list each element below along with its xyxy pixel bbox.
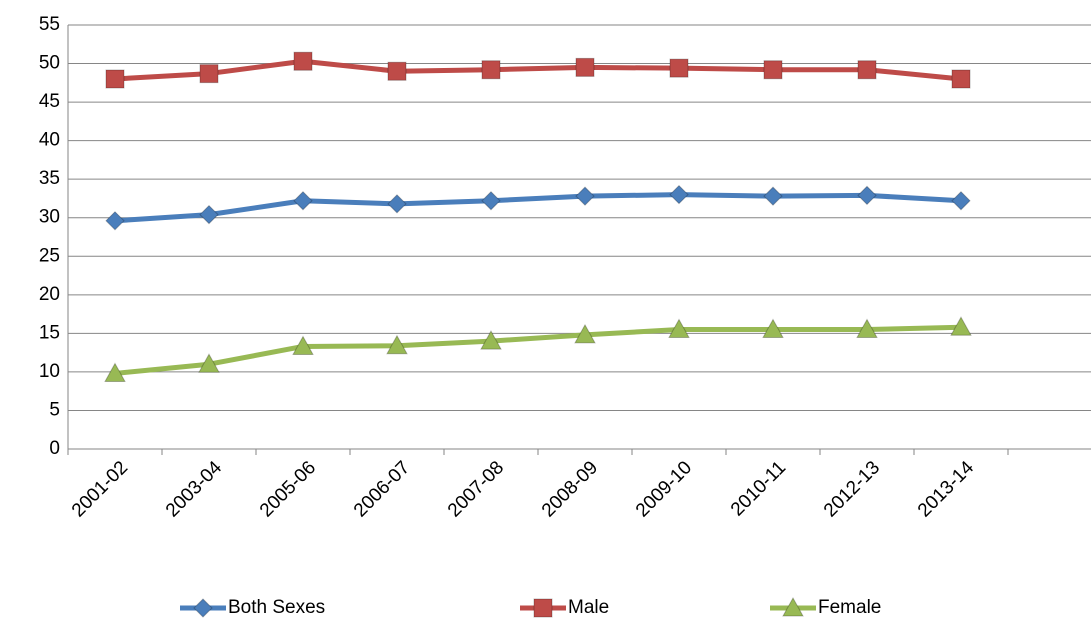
x-tick-label: 2010-11: [727, 457, 790, 520]
legend-label: Both Sexes: [228, 597, 325, 618]
series-line: [114, 192, 962, 224]
legend-item: Both Sexes: [180, 597, 325, 618]
marker: [763, 186, 783, 206]
legend-item: Female: [770, 596, 881, 618]
marker: [951, 191, 971, 211]
marker: [480, 330, 502, 350]
marker: [193, 598, 213, 618]
x-tick-label: 2001-02: [68, 457, 132, 521]
x-tick-label: 2005-06: [256, 457, 320, 521]
marker: [199, 64, 219, 84]
marker: [763, 60, 783, 80]
marker: [574, 323, 596, 344]
x-tick-label: 2006-07: [350, 457, 414, 521]
y-tick-label: 50: [39, 53, 60, 74]
marker: [292, 335, 314, 355]
marker: [387, 194, 407, 214]
y-tick-label: 55: [39, 14, 60, 35]
marker: [951, 69, 971, 89]
marker: [199, 204, 219, 225]
y-tick-label: 20: [39, 284, 60, 305]
x-tick-label: 2012-13: [820, 457, 884, 521]
marker: [575, 186, 595, 206]
marker: [293, 191, 313, 211]
y-tick-label: 30: [39, 207, 60, 228]
marker: [856, 318, 878, 339]
marker: [950, 316, 972, 336]
marker: [481, 191, 501, 211]
y-tick-label: 0: [49, 438, 60, 459]
y-tick-label: 15: [39, 322, 60, 343]
marker: [386, 334, 408, 355]
series-line: [114, 324, 962, 376]
x-tick-label: 2008-09: [538, 457, 602, 521]
marker: [293, 51, 313, 71]
marker: [782, 596, 804, 617]
marker: [533, 598, 553, 618]
marker: [387, 61, 407, 81]
marker: [857, 185, 877, 206]
x-tick-label: 2003-04: [162, 457, 226, 521]
marker: [104, 362, 126, 382]
y-tick-label: 35: [39, 168, 60, 189]
marker: [668, 318, 690, 339]
marker: [575, 57, 595, 77]
x-tick-label: 2009-10: [632, 457, 696, 521]
legend-label: Male: [568, 597, 609, 618]
y-tick-label: 5: [49, 399, 60, 420]
x-tick-label: 2007-08: [444, 457, 508, 521]
x-tick-label: 2013-14: [914, 457, 978, 521]
y-tick-label: 25: [39, 245, 60, 266]
legend-item: Male: [520, 597, 609, 618]
marker: [669, 58, 689, 78]
marker: [669, 184, 689, 205]
marker: [198, 353, 220, 373]
series-line: [114, 58, 962, 82]
y-tick-label: 10: [39, 361, 60, 382]
marker: [857, 60, 877, 80]
marker: [762, 318, 784, 339]
legend-label: Female: [818, 597, 881, 618]
marker: [105, 69, 125, 89]
y-tick-label: 40: [39, 130, 60, 151]
marker: [105, 211, 125, 231]
marker: [481, 60, 501, 80]
y-tick-label: 45: [39, 91, 60, 112]
